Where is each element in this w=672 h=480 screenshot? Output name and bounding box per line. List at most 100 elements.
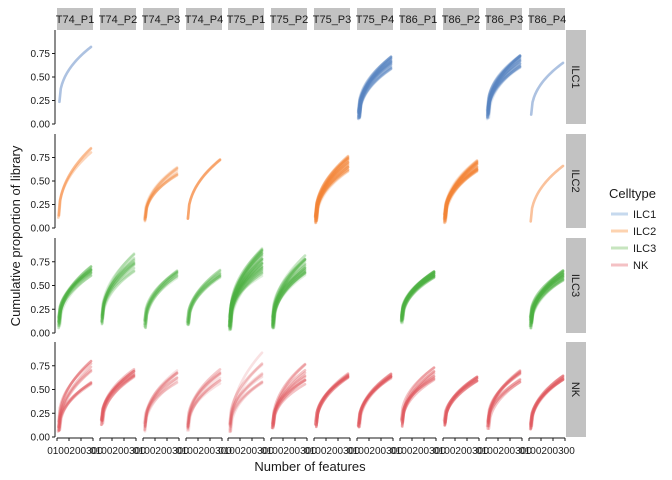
- cumulative-curve: [142, 381, 179, 425]
- cumulative-curve: [487, 64, 522, 120]
- cumulative-curve: [357, 67, 393, 120]
- cumulative-curve: [186, 371, 222, 428]
- cumulative-curve: [313, 168, 350, 219]
- cumulative-curve: [356, 374, 393, 427]
- cumulative-curve: [400, 270, 436, 317]
- cumulative-curve: [529, 277, 565, 328]
- column-strip: [400, 8, 436, 30]
- cumulative-curve: [400, 378, 436, 426]
- cumulative-curve: [529, 278, 565, 330]
- cumulative-curve: [314, 168, 350, 217]
- cumulative-curve: [529, 274, 565, 323]
- cumulative-curve: [57, 267, 93, 323]
- cumulative-curve: [315, 160, 350, 219]
- cumulative-curve: [530, 274, 565, 318]
- cumulative-curve: [486, 62, 522, 114]
- cumulative-curve: [528, 275, 565, 318]
- cumulative-curve: [101, 260, 136, 316]
- cumulative-curve: [185, 368, 222, 428]
- x-tick-label: 0100200300: [133, 446, 189, 457]
- cumulative-curve: [186, 276, 222, 326]
- cumulative-curve: [443, 169, 479, 220]
- cumulative-curve: [271, 262, 307, 322]
- cumulative-curve: [57, 267, 93, 330]
- cumulative-curve: [358, 57, 393, 119]
- cumulative-curve: [186, 378, 222, 430]
- cumulative-curve: [530, 274, 565, 322]
- cumulative-curve: [530, 276, 565, 328]
- cumulative-curve: [487, 54, 522, 117]
- panel-ILC3-T74_P1: [56, 265, 93, 330]
- cumulative-curve: [528, 270, 565, 318]
- cumulative-curve: [143, 271, 179, 329]
- row-strip-label: ILC2: [569, 169, 581, 192]
- cumulative-curve: [228, 262, 264, 317]
- cumulative-curve: [401, 272, 436, 324]
- cumulative-curve: [315, 375, 350, 424]
- cumulative-curve: [443, 168, 479, 218]
- panel-NK-T75_P3: [313, 372, 350, 429]
- cumulative-curve: [228, 258, 264, 327]
- cumulative-curve: [400, 270, 436, 318]
- cumulative-curve: [229, 249, 264, 323]
- cumulative-curve: [272, 266, 307, 325]
- cumulative-curve: [271, 266, 307, 326]
- cumulative-curve: [487, 55, 522, 111]
- cumulative-curve: [529, 378, 565, 431]
- cumulative-curve: [486, 54, 522, 117]
- cumulative-curve: [144, 173, 179, 219]
- cumulative-curve: [315, 374, 350, 427]
- cumulative-curve: [529, 378, 565, 428]
- cumulative-curve: [271, 260, 307, 318]
- cumulative-curve: [144, 272, 179, 328]
- column-strip: [271, 8, 307, 30]
- cumulative-curve: [528, 275, 565, 321]
- cumulative-curve: [100, 262, 136, 323]
- cumulative-curve: [101, 374, 136, 425]
- cumulative-curve: [444, 168, 479, 220]
- cumulative-curve: [356, 60, 393, 120]
- cumulative-curve: [271, 363, 307, 430]
- cumulative-curve: [315, 157, 350, 217]
- cumulative-curve: [187, 382, 222, 428]
- cumulative-curve: [100, 370, 136, 423]
- cumulative-curve: [143, 174, 179, 219]
- legend-title: Celltype: [609, 186, 656, 201]
- cumulative-curve: [443, 167, 479, 216]
- cumulative-curve: [401, 273, 436, 325]
- cumulative-curve: [186, 379, 222, 429]
- panel-NK-T75_P2: [270, 362, 307, 430]
- x-tick-label: 0100200300: [519, 446, 575, 457]
- x-tick-label: 0100200300: [90, 446, 146, 457]
- cumulative-curve: [228, 363, 264, 426]
- cumulative-curve: [315, 154, 350, 219]
- cumulative-curve: [357, 373, 393, 428]
- legend-label: ILC2: [633, 226, 656, 238]
- cumulative-curve: [57, 382, 93, 429]
- cumulative-curve: [487, 62, 522, 108]
- panel-NK-T74_P1: [56, 359, 93, 433]
- cumulative-curve: [144, 173, 179, 220]
- cumulative-curve: [357, 60, 393, 114]
- cumulative-curve: [314, 161, 350, 219]
- cumulative-curve: [442, 164, 479, 219]
- cumulative-curve: [486, 378, 522, 425]
- cumulative-curve: [315, 164, 350, 220]
- cumulative-curve: [186, 268, 222, 326]
- cumulative-curve: [313, 154, 350, 221]
- cumulative-curve: [486, 371, 522, 427]
- cumulative-curve: [58, 360, 93, 425]
- cumulative-curve: [442, 168, 479, 223]
- cumulative-curve: [143, 171, 179, 221]
- cumulative-curve: [530, 273, 565, 325]
- cumulative-curve: [57, 274, 93, 325]
- cumulative-curve: [444, 164, 479, 221]
- cumulative-curve: [400, 376, 436, 423]
- cumulative-curve: [228, 249, 264, 332]
- cumulative-curve: [144, 270, 179, 322]
- legend-label: ILC1: [633, 209, 656, 221]
- cumulative-curve: [400, 270, 436, 320]
- column-strip: [443, 8, 479, 30]
- cumulative-curve: [358, 61, 393, 120]
- cumulative-curve: [228, 267, 264, 330]
